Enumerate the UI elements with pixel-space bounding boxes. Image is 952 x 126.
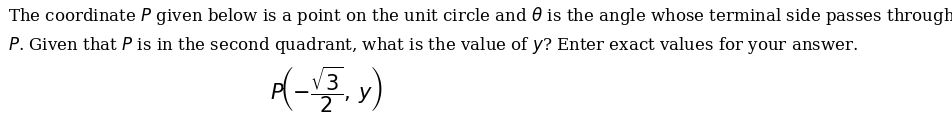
- Text: $P\!\left(-\dfrac{\sqrt{3}}{2},\,y\right)$: $P\!\left(-\dfrac{\sqrt{3}}{2},\,y\right…: [270, 64, 384, 115]
- Text: The coordinate $P$ given below is a point on the unit circle and $\theta$ is the: The coordinate $P$ given below is a poin…: [8, 5, 952, 56]
